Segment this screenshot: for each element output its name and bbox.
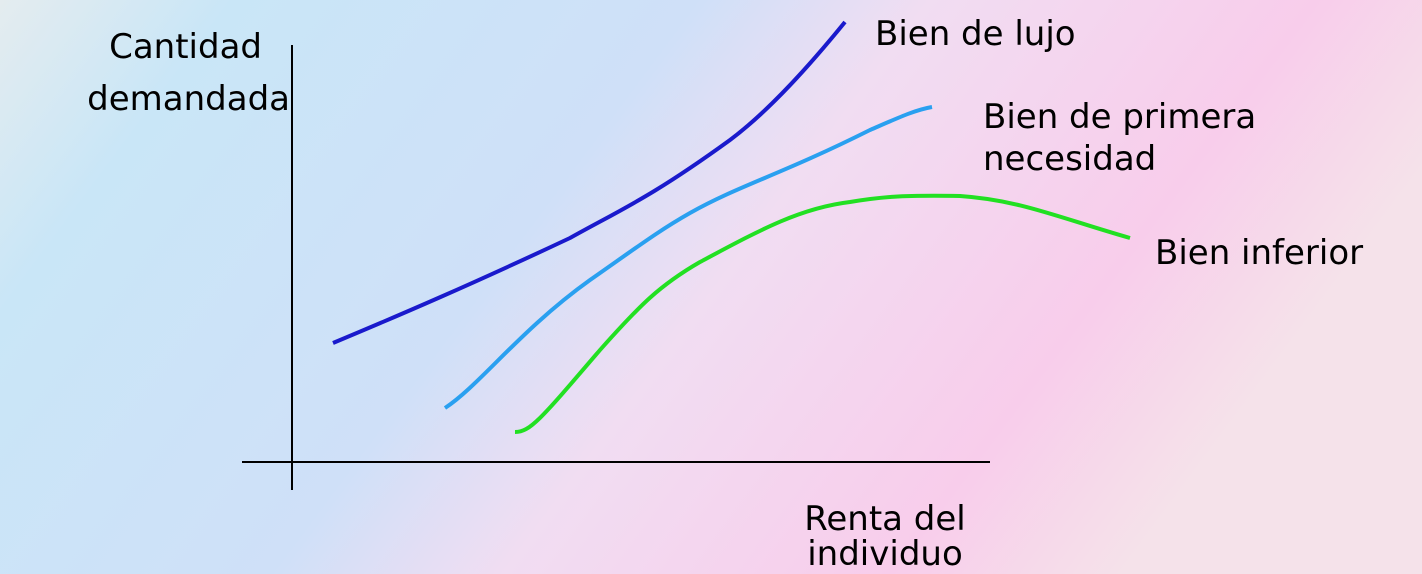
curve-label: necesidad bbox=[983, 139, 1156, 179]
y-axis-label: Cantidad bbox=[109, 27, 262, 67]
necessity-curve bbox=[443, 105, 933, 410]
curve-label: Bien de lujo bbox=[875, 14, 1076, 54]
luxury-curve bbox=[332, 20, 847, 345]
x-axis-label: Renta del bbox=[804, 499, 965, 539]
y-axis-label: demandada bbox=[87, 79, 290, 119]
inferior-curve bbox=[514, 193, 1131, 434]
x-axis-label: individuo bbox=[807, 534, 963, 574]
curve-label: Bien de primera bbox=[983, 97, 1256, 137]
curve-label: Bien inferior bbox=[1155, 233, 1363, 273]
